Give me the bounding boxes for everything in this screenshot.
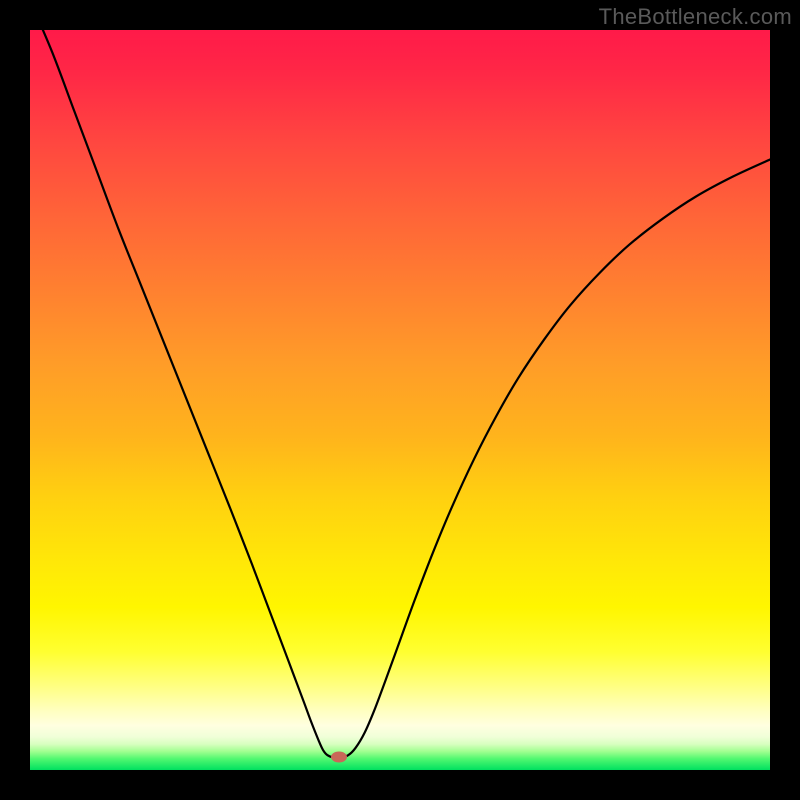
optimal-point-marker (331, 752, 347, 763)
bottleneck-curve (30, 30, 770, 770)
watermark-text: TheBottleneck.com (599, 4, 792, 30)
chart-plot-area (30, 30, 770, 770)
